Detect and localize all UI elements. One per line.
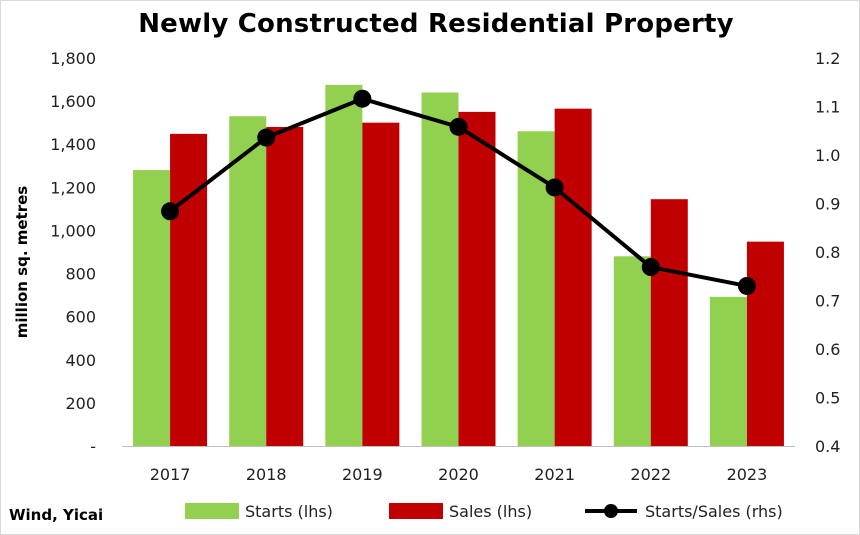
bar-starts-2019 <box>325 84 363 446</box>
ratio-point-2021 <box>545 178 564 197</box>
bars-layer <box>133 84 784 447</box>
y-tick-label: 1,400 <box>50 135 96 154</box>
x-tick-label: 2022 <box>630 465 671 484</box>
bar-sales-2022 <box>650 199 688 446</box>
bar-sales-2021 <box>554 108 592 447</box>
legend-swatch-starts <box>185 503 239 519</box>
bar-sales-2018 <box>266 126 304 446</box>
ratio-point-2018 <box>257 128 276 147</box>
chart-plot: - 200 400 600 800 1,000 1,200 1,400 1,600 1,800 0.… <box>13 49 840 484</box>
ratio-point-2019 <box>353 89 372 108</box>
y2-tick-label: 0.6 <box>815 340 840 359</box>
x-tick-label: 2018 <box>246 465 287 484</box>
legend-label-sales: Sales (lhs) <box>449 501 533 521</box>
x-tick-label: 2020 <box>438 465 479 484</box>
y2-tick-label: 1.1 <box>815 98 840 117</box>
ratio-point-2017 <box>161 202 180 221</box>
y-tick-label: 1,600 <box>50 92 96 111</box>
x-tick-label: 2019 <box>342 465 383 484</box>
legend-item-sales: Sales (lhs) <box>389 499 532 523</box>
y2-tick-label: 1.0 <box>815 146 840 165</box>
chart-title: Newly Constructed Residential Property <box>138 9 734 39</box>
line-layer <box>161 89 756 295</box>
bar-starts-2022 <box>613 256 651 446</box>
y2-tick-label: 0.8 <box>815 243 840 262</box>
ratio-point-2020 <box>449 117 468 136</box>
y2-tick-label: 1.2 <box>815 49 840 68</box>
y-tick-label: 400 <box>65 351 96 370</box>
legend-swatch-ratio <box>585 504 637 518</box>
bar-starts-2018 <box>229 116 267 446</box>
bar-starts-2020 <box>421 92 459 446</box>
ratio-point-2023 <box>737 276 756 295</box>
labels-layer: - 200 400 600 800 1,000 1,200 1,400 1,600 1,800 0.… <box>13 49 840 484</box>
legend-swatch-sales <box>389 503 443 519</box>
bar-sales-2017 <box>170 133 208 446</box>
y-axis-title: million sq. metres <box>13 186 31 339</box>
x-tick-label: 2023 <box>727 465 768 484</box>
bar-sales-2019 <box>362 122 400 447</box>
y-tick-label: - <box>90 437 96 456</box>
bar-starts-2021 <box>517 131 555 447</box>
y2-tick-label: 0.7 <box>815 292 840 311</box>
ratio-point-2022 <box>641 258 660 277</box>
y-tick-label: 1,000 <box>50 221 96 240</box>
y-tick-label: 800 <box>65 265 96 284</box>
bar-sales-2023 <box>746 241 784 446</box>
source-note: Wind, Yicai <box>9 506 104 524</box>
y-tick-label: 1,200 <box>50 178 96 197</box>
y-tick-label: 600 <box>65 308 96 327</box>
y2-tick-label: 0.5 <box>815 389 840 408</box>
x-tick-label: 2017 <box>150 465 191 484</box>
legend-label-ratio: Starts/Sales (rhs) <box>645 501 783 521</box>
y2-tick-label: 0.9 <box>815 195 840 214</box>
legend-item-starts: Starts (lhs) <box>185 499 333 523</box>
y-tick-label: 1,800 <box>50 49 96 68</box>
x-tick-label: 2021 <box>534 465 575 484</box>
legend-item-ratio: Starts/Sales (rhs) <box>583 499 783 523</box>
bar-starts-2023 <box>709 296 747 446</box>
y2-tick-label: 0.4 <box>815 437 840 456</box>
bar-sales-2020 <box>458 111 496 446</box>
legend-label-starts: Starts (lhs) <box>245 501 333 521</box>
y-tick-label: 200 <box>65 394 96 413</box>
